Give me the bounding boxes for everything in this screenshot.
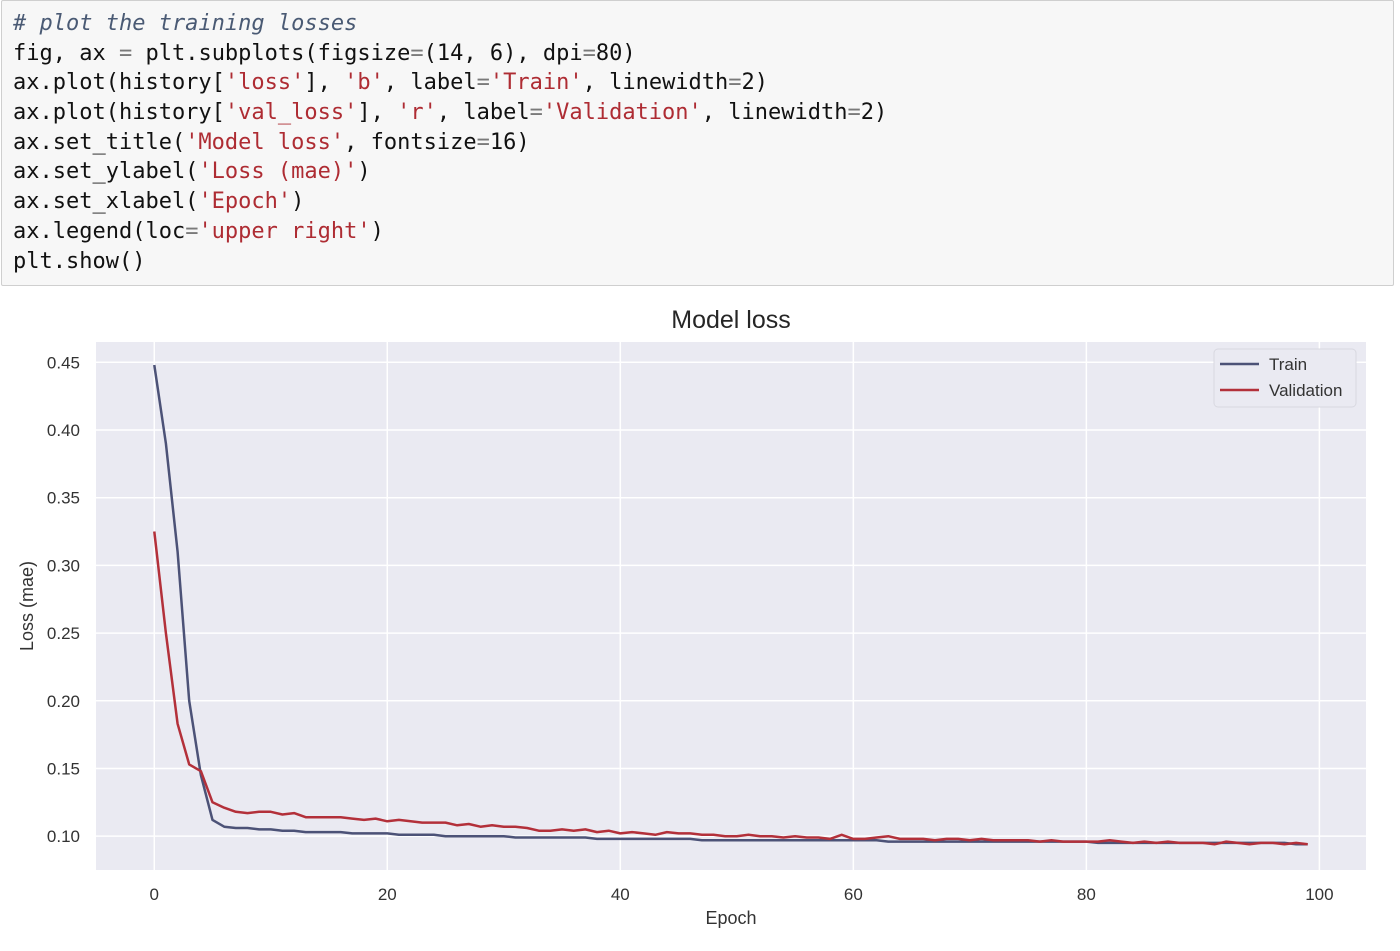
plot-area	[96, 342, 1366, 870]
code-token-plain: )	[291, 189, 305, 215]
code-token-op: =	[410, 40, 424, 66]
code-token-string: 'b'	[344, 70, 384, 96]
legend: Train Validation	[1213, 348, 1357, 408]
code-line: fig, ax = plt.subplots(figsize=(14, 6), …	[13, 39, 887, 69]
code-token-plain: )	[370, 218, 384, 244]
grid-lines	[96, 342, 1366, 870]
code-token-plain: ax.set_title(	[13, 129, 186, 155]
code-token-string: 'Validation'	[542, 100, 702, 126]
plot-output: 0 20 40 60 80 100 0.10 0.15 0.20 0.25 0.30 0.35 0.40…	[0, 292, 1400, 951]
code-token-comment: # plot the training losses	[13, 11, 358, 36]
code-token-plain: fig, ax	[13, 40, 119, 66]
y-tick-label: 0.20	[47, 692, 80, 711]
code-token-op: =	[529, 100, 543, 126]
y-tick-label: 0.25	[47, 624, 80, 643]
code-token-plain: ],	[357, 100, 398, 126]
code-token-plain: 80)	[595, 40, 636, 66]
code-token-plain: 2)	[860, 100, 888, 126]
x-tick-label: 100	[1305, 885, 1333, 904]
code-token-plain: 2)	[741, 70, 769, 96]
code-token-op: =	[476, 70, 490, 96]
code-line: ax.plot(history['loss'], 'b', label='Tra…	[13, 68, 887, 98]
series-line-validation	[153, 531, 1308, 846]
x-tick-label: 20	[378, 885, 397, 904]
series-line-train	[153, 364, 1308, 846]
x-tick-label: 80	[1077, 885, 1096, 904]
code-token-plain: ax.plot(history[	[13, 100, 225, 126]
code-token-plain: (14, 6), dpi	[423, 40, 583, 66]
code-token-plain: plt.show()	[13, 248, 146, 274]
code-token-plain: ax.set_xlabel(	[13, 189, 199, 215]
code-token-string: 'Model loss'	[185, 129, 345, 155]
chart-title: Model loss	[671, 306, 791, 334]
legend-label-validation: Validation	[1269, 381, 1342, 400]
code-token-string: 'Epoch'	[198, 189, 292, 215]
x-tick-label: 0	[150, 885, 159, 904]
code-line: ax.legend(loc='upper right')	[13, 217, 887, 247]
code-token-string: 'loss'	[224, 70, 305, 96]
code-token-plain: ax.set_ylabel(	[13, 159, 199, 185]
code-token-string: 'r'	[397, 100, 437, 126]
code-token-string: 'Loss (mae)'	[198, 159, 358, 185]
code-line: ax.set_title('Model loss', fontsize=16)	[13, 128, 887, 158]
code-token-op: =	[847, 100, 861, 126]
code-token-string: 'val_loss'	[224, 100, 358, 126]
code-token-op: =	[118, 40, 133, 66]
y-tick-label: 0.45	[47, 353, 80, 372]
code-token-plain: )	[357, 159, 371, 185]
code-line: # plot the training losses	[13, 9, 887, 39]
code-line: ax.set_ylabel('Loss (mae)')	[13, 157, 887, 187]
x-tick-label: 40	[611, 885, 630, 904]
code-token-plain: , linewidth	[701, 100, 848, 126]
code-line: plt.show()	[13, 247, 887, 277]
code-line: ax.set_xlabel('Epoch')	[13, 187, 887, 217]
code-editor[interactable]: # plot the training losses fig, ax = plt.…	[13, 9, 887, 276]
code-token-plain: 16)	[489, 129, 530, 155]
y-tick-label: 0.30	[47, 556, 80, 575]
series-lines	[153, 364, 1308, 846]
code-token-op: =	[582, 40, 596, 66]
code-cell[interactable]: # plot the training losses fig, ax = plt.…	[1, 0, 1394, 286]
x-tick-label: 60	[844, 885, 863, 904]
code-token-plain: , label	[436, 100, 530, 126]
code-token-plain: plt.subplots(figsize	[132, 40, 411, 66]
legend-label-train: Train	[1269, 355, 1307, 374]
x-axis-label: Epoch	[705, 908, 756, 928]
code-token-op: =	[728, 70, 742, 96]
code-token-plain: , label	[383, 70, 477, 96]
code-token-plain: , fontsize	[344, 129, 477, 155]
code-token-op: =	[185, 218, 199, 244]
y-tick-label: 0.35	[47, 489, 80, 508]
y-tick-label: 0.15	[47, 759, 80, 778]
code-token-plain: , linewidth	[582, 70, 729, 96]
code-line: ax.plot(history['val_loss'], 'r', label=…	[13, 98, 887, 128]
y-tick-label: 0.10	[47, 827, 80, 846]
code-token-plain: ax.legend(loc	[13, 218, 186, 244]
tick-labels: 0 20 40 60 80 100 0.10 0.15 0.20 0.25 0.30 0.35 0.40…	[47, 353, 1334, 904]
loss-chart: 0 20 40 60 80 100 0.10 0.15 0.20 0.25 0.30 0.35 0.40…	[17, 306, 1366, 928]
code-token-plain: ],	[304, 70, 345, 96]
y-axis-label: Loss (mae)	[17, 561, 37, 651]
code-token-string: 'Train'	[489, 70, 583, 96]
code-token-plain: ax.plot(history[	[13, 70, 225, 96]
code-token-op: =	[476, 129, 490, 155]
y-tick-label: 0.40	[47, 421, 80, 440]
code-token-string: 'upper right'	[198, 218, 371, 244]
